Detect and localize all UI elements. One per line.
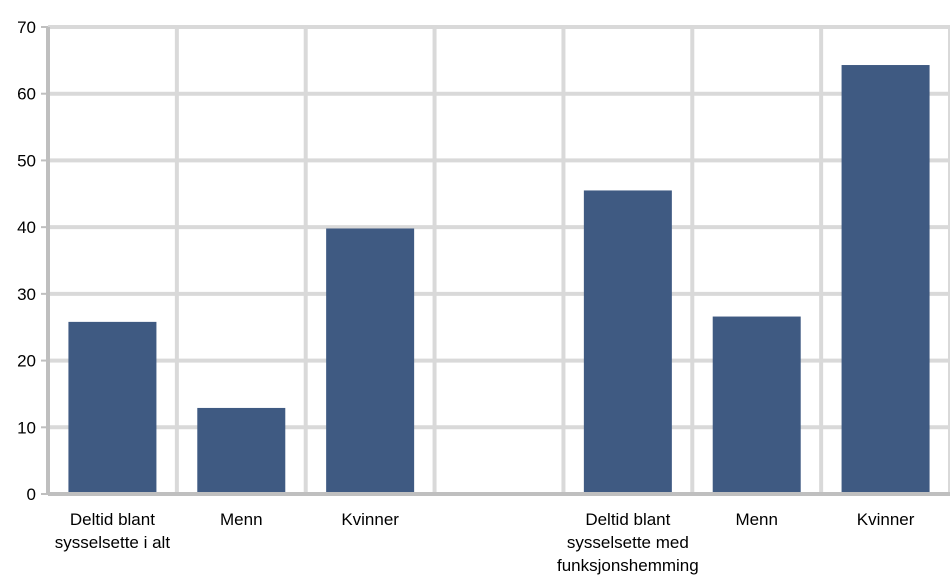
y-tick-label: 0 — [27, 485, 36, 504]
bar — [712, 316, 801, 492]
bar — [583, 190, 672, 492]
bar — [197, 407, 286, 492]
x-category-label-line: Menn — [735, 510, 778, 529]
x-category-label: Menn — [220, 510, 263, 529]
x-category-label-line: Kvinner — [341, 510, 399, 529]
x-category-label-line: Deltid blant — [585, 510, 670, 529]
x-category-label-line: Menn — [220, 510, 263, 529]
x-category-label-line: Deltid blant — [70, 510, 155, 529]
x-category-label-line: funksjonshemming — [557, 556, 699, 575]
bar — [68, 321, 157, 492]
x-category-label: Deltid blant sysselsette i alt — [55, 510, 171, 552]
x-category-label-line: sysselsette med — [567, 533, 689, 552]
vertical-gridlines — [174, 27, 950, 494]
y-tick-label: 10 — [17, 418, 36, 437]
y-tick-label: 70 — [17, 18, 36, 37]
bar — [841, 65, 930, 492]
x-category-label-line: sysselsette i alt — [55, 533, 171, 552]
x-category-label: Kvinner — [857, 510, 915, 529]
y-tick-label: 20 — [17, 352, 36, 371]
bars — [68, 65, 930, 492]
x-category-label: Kvinner — [341, 510, 399, 529]
y-tick-label: 40 — [17, 218, 36, 237]
y-tick-label: 60 — [17, 85, 36, 104]
x-axis-category-labels: Deltid blant sysselsette i alt Menn Kvinner… — [55, 510, 915, 575]
x-category-label: Menn — [735, 510, 778, 529]
y-tick-label: 30 — [17, 285, 36, 304]
horizontal-gridlines — [41, 25, 950, 496]
x-category-label-line: Kvinner — [857, 510, 915, 529]
y-tick-label: 50 — [17, 151, 36, 170]
x-category-label: Deltid blant sysselsette med funksjonshemm… — [557, 510, 699, 575]
bar — [326, 228, 415, 492]
y-axis-tick-labels: 0 10 20 30 40 50 60 70 — [17, 18, 36, 504]
